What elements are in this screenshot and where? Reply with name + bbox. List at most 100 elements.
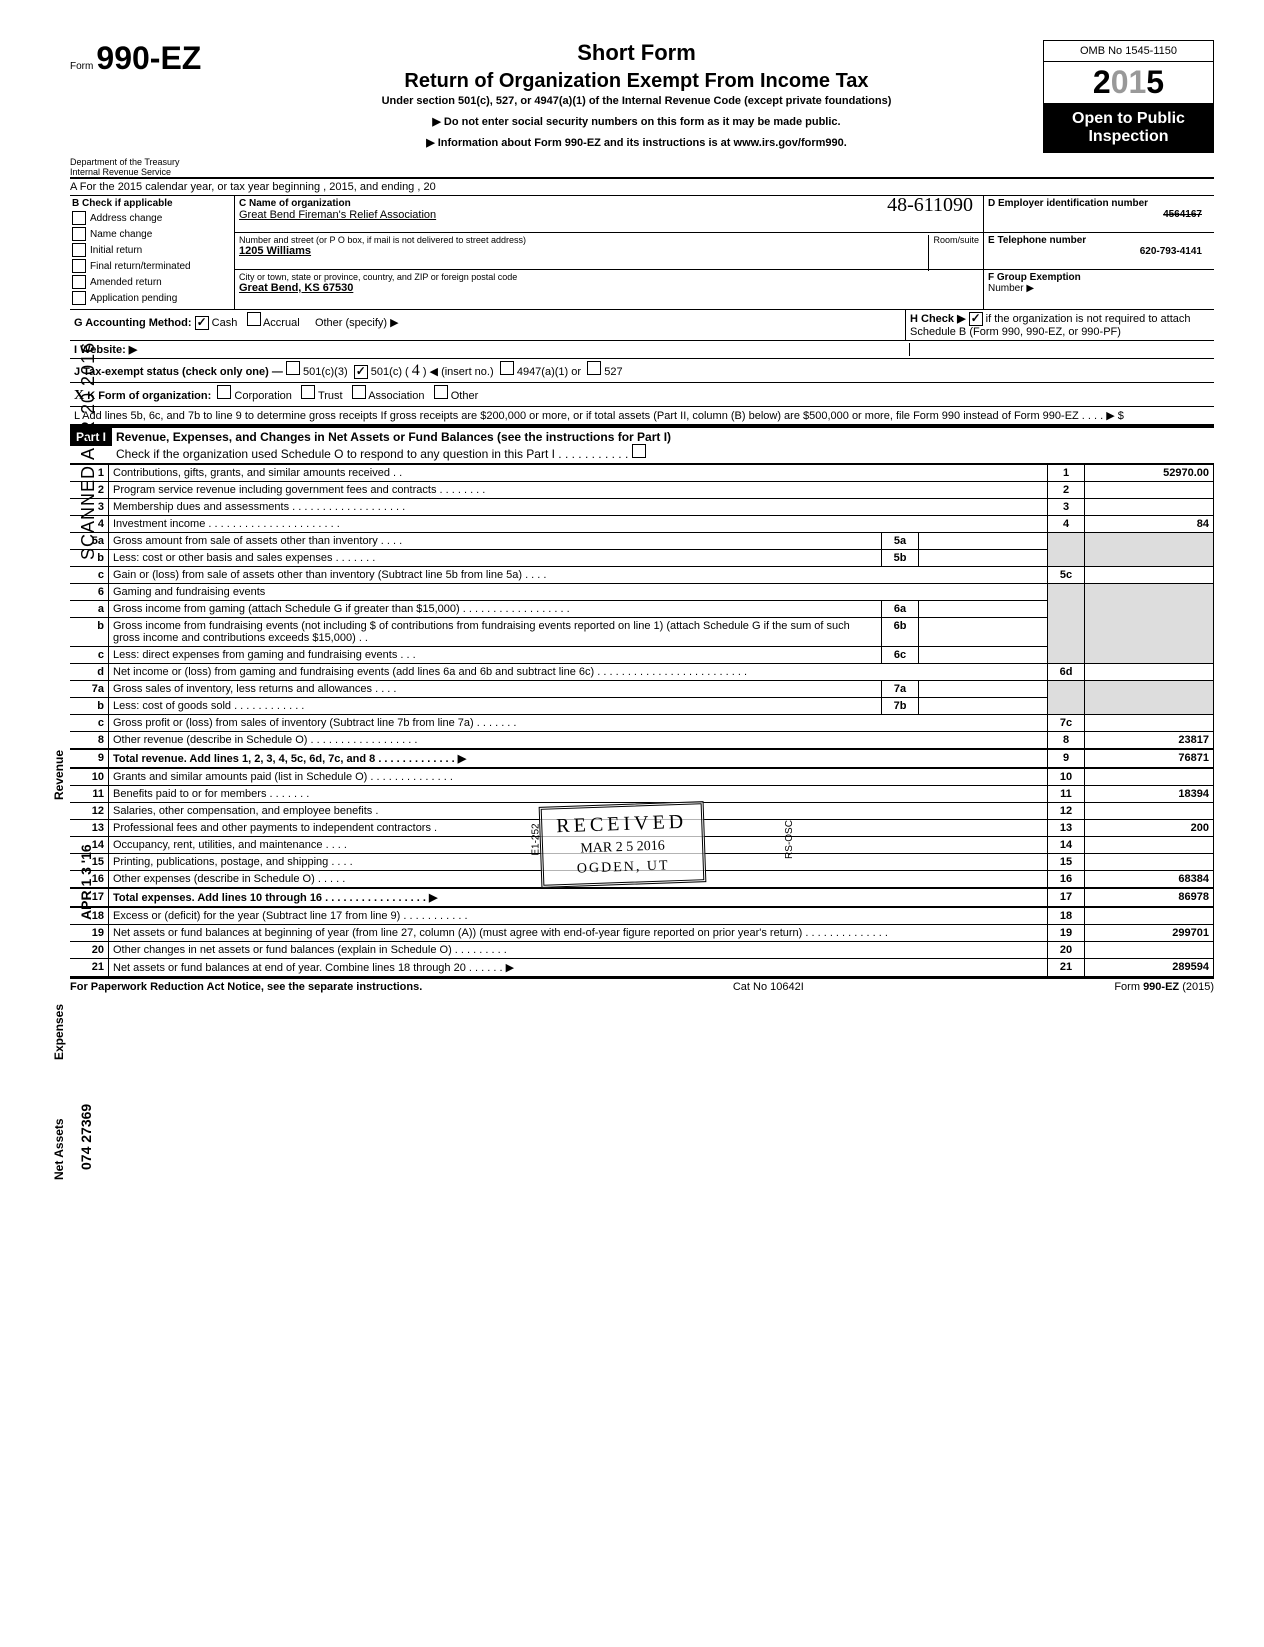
chk-assoc[interactable] <box>352 385 366 399</box>
line-11-desc: Benefits paid to or for members . . . . … <box>109 786 1048 803</box>
side-revenue: Revenue <box>52 750 66 800</box>
footer-right: Form 990-EZ (2015) <box>1114 981 1214 993</box>
line-12-rnum: 12 <box>1048 803 1085 820</box>
chk-cash[interactable] <box>195 316 209 330</box>
line-7c-val <box>1085 715 1214 732</box>
addr-label: Number and street (or P O box, if mail i… <box>239 235 979 245</box>
lbl-amended-return: Amended return <box>90 277 162 288</box>
line-6c-sv <box>919 647 1048 664</box>
lbl-accrual: Accrual <box>263 317 300 329</box>
line-9-num: 9 <box>70 749 109 768</box>
hw-501c-num: 4 <box>412 362 420 379</box>
line-7a-sn: 7a <box>882 681 919 698</box>
lbl-initial-return: Initial return <box>90 245 142 256</box>
line-17-num: 17 <box>70 888 109 907</box>
line-1-rnum: 1 <box>1048 465 1085 482</box>
line-9-rnum: 9 <box>1048 749 1085 768</box>
chk-address-change[interactable] <box>72 211 86 225</box>
lbl-name-change: Name change <box>90 229 152 240</box>
chk-amended-return[interactable] <box>72 275 86 289</box>
city-label: City or town, state or province, country… <box>239 272 979 282</box>
j-label: J Tax-exempt status (check only one) — <box>74 366 283 378</box>
b-title: B Check if applicable <box>72 198 232 209</box>
line-20-val <box>1085 942 1214 959</box>
section-a: A For the 2015 calendar year, or tax yea… <box>70 179 1214 196</box>
line-6-num: 6 <box>70 584 109 601</box>
chk-final-return[interactable] <box>72 259 86 273</box>
lbl-application-pending: Application pending <box>90 293 177 304</box>
line-5c-desc: Gain or (loss) from sale of assets other… <box>109 567 1048 584</box>
line-19-desc: Net assets or fund balances at beginning… <box>109 925 1048 942</box>
line-6d-desc: Net income or (loss) from gaming and fun… <box>109 664 1048 681</box>
line-5a-sn: 5a <box>882 533 919 550</box>
line-10-num: 10 <box>70 768 109 786</box>
chk-initial-return[interactable] <box>72 243 86 257</box>
chk-trust[interactable] <box>301 385 315 399</box>
omb-number: OMB No 1545-1150 <box>1044 40 1214 62</box>
line-2-val <box>1085 482 1214 499</box>
line-7a-num: 7a <box>70 681 109 698</box>
chk-other-org[interactable] <box>434 385 448 399</box>
chk-corp[interactable] <box>217 385 231 399</box>
line-5b-desc: Less: cost or other basis and sales expe… <box>109 550 882 567</box>
side-net-assets: Net Assets <box>52 1118 66 1180</box>
chk-schedule-b[interactable] <box>969 312 983 326</box>
info-line: ▶ Information about Form 990-EZ and its … <box>230 136 1043 149</box>
line-19-val: 299701 <box>1085 925 1214 942</box>
line-5b-num: b <box>70 550 109 567</box>
line-2-desc: Program service revenue including govern… <box>109 482 1048 499</box>
chk-accrual[interactable] <box>247 312 261 326</box>
f-label2: Number ▶ <box>988 283 1210 294</box>
line-5c-val <box>1085 567 1214 584</box>
line-21-val: 289594 <box>1085 959 1214 978</box>
line-6c-num: c <box>70 647 109 664</box>
lbl-501c: 501(c) ( <box>371 366 409 378</box>
line-5a-desc: Gross amount from sale of assets other t… <box>109 533 882 550</box>
year-prefix: 2 <box>1093 64 1111 100</box>
chk-schedule-o[interactable] <box>632 444 646 458</box>
line-21-desc: Net assets or fund balances at end of ye… <box>109 959 1048 978</box>
line-12-val <box>1085 803 1214 820</box>
lbl-cash: Cash <box>212 317 238 329</box>
line-10-desc: Grants and similar amounts paid (list in… <box>109 768 1048 786</box>
line-1-num: 1 <box>70 465 109 482</box>
line-6a-sv <box>919 601 1048 618</box>
line-6-desc: Gaming and fundraising events <box>109 584 1048 601</box>
line-16-num: 16 <box>70 871 109 889</box>
line-7a-sv <box>919 681 1048 698</box>
chk-527[interactable] <box>587 361 601 375</box>
c-label: C Name of organization <box>239 198 979 209</box>
lbl-4947a1: 4947(a)(1) or <box>517 366 581 378</box>
line-5a-sv <box>919 533 1048 550</box>
d-label: D Employer identification number <box>988 198 1210 209</box>
line-6a-num: a <box>70 601 109 618</box>
chk-501c3[interactable] <box>286 361 300 375</box>
line-21-num: 21 <box>70 959 109 978</box>
line-5c-num: c <box>70 567 109 584</box>
line-7b-desc: Less: cost of goods sold . . . . . . . .… <box>109 698 882 715</box>
year-mid: 01 <box>1111 64 1147 100</box>
line-21-rnum: 21 <box>1048 959 1085 978</box>
org-name: Great Bend Fireman's Relief Association <box>239 209 979 221</box>
chk-501c[interactable] <box>354 365 368 379</box>
line-17-rnum: 17 <box>1048 888 1085 907</box>
line-11-rnum: 11 <box>1048 786 1085 803</box>
line-4-val: 84 <box>1085 516 1214 533</box>
street: 1205 Williams <box>239 245 979 257</box>
ref-stamp: 074 27369 <box>78 1104 94 1170</box>
open-label: Open to Public <box>1046 110 1211 128</box>
line-7c-rnum: 7c <box>1048 715 1085 732</box>
lines-table: 1Contributions, gifts, grants, and simil… <box>70 464 1214 978</box>
line-6d-num: d <box>70 664 109 681</box>
line-10-val <box>1085 768 1214 786</box>
line-13-rnum: 13 <box>1048 820 1085 837</box>
form-label: Form <box>70 61 93 72</box>
line-3-num: 3 <box>70 499 109 516</box>
line-11-val: 18394 <box>1085 786 1214 803</box>
city: Great Bend, KS 67530 <box>239 282 979 294</box>
line-7c-desc: Gross profit or (loss) from sales of inv… <box>109 715 1048 732</box>
line-7b-num: b <box>70 698 109 715</box>
chk-application-pending[interactable] <box>72 291 86 305</box>
chk-4947a1[interactable] <box>500 361 514 375</box>
chk-name-change[interactable] <box>72 227 86 241</box>
